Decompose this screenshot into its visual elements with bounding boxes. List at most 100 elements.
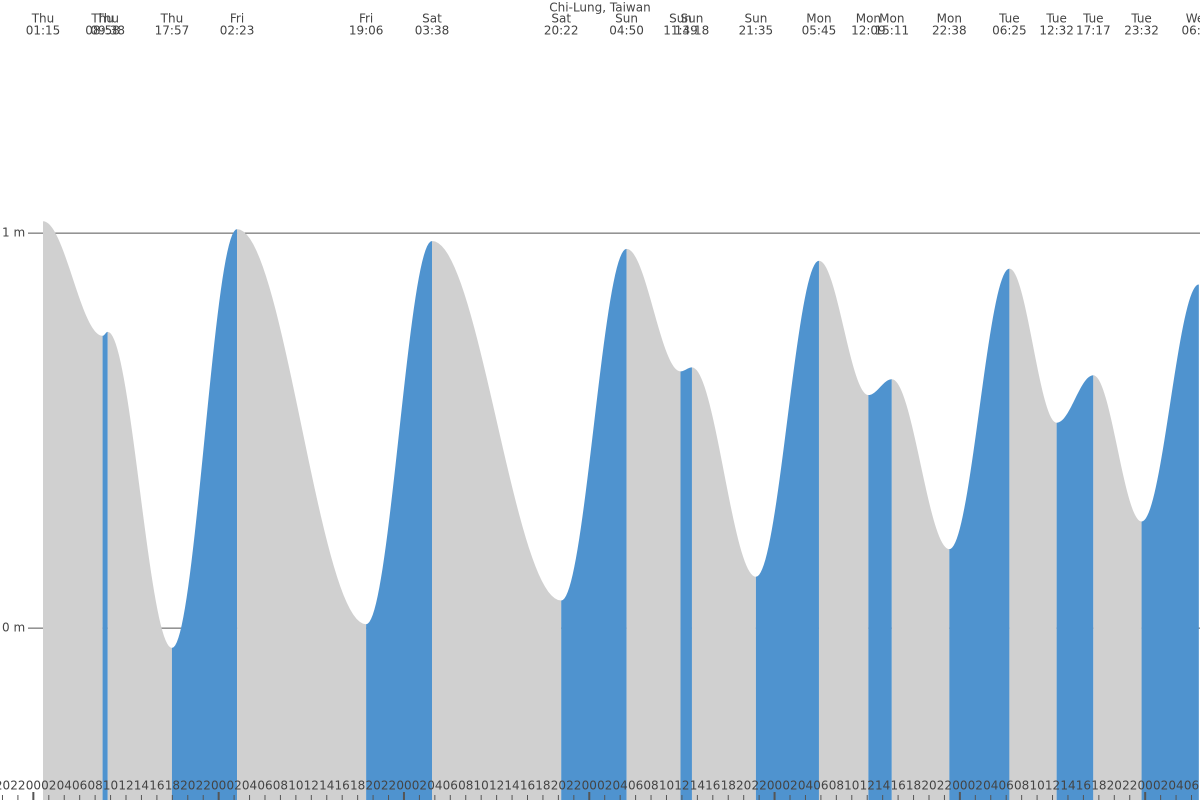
x-tick-label: 16 (149, 779, 164, 793)
x-tick-label: 14 (319, 779, 334, 793)
x-tick-label: 10 (474, 779, 489, 793)
x-tick-label: 00 (582, 779, 597, 793)
x-tick-label: 10 (103, 779, 118, 793)
extreme-day: Mon (879, 12, 904, 26)
x-tick-label: 12 (860, 779, 875, 793)
x-tick-label: 22 (196, 779, 211, 793)
x-tick-label: 06 (257, 779, 272, 793)
x-tick-label: 00 (952, 779, 967, 793)
extreme-day: Wed (1186, 12, 1200, 26)
x-tick-label: 18 (165, 779, 180, 793)
x-tick-label: 14 (504, 779, 519, 793)
x-tick-label: 18 (721, 779, 736, 793)
extreme-day: Mon (856, 12, 881, 26)
extreme-day: Sun (681, 12, 704, 26)
x-tick-label: 00 (767, 779, 782, 793)
x-tick-label: 06 (72, 779, 87, 793)
x-tick-label: 20 (921, 779, 936, 793)
x-tick-label: 14 (875, 779, 890, 793)
x-tick-label: 06 (813, 779, 828, 793)
rising-tide (680, 367, 692, 800)
x-tick-label: 02 (1153, 779, 1168, 793)
rising-tide (561, 248, 627, 800)
falling-tide (432, 240, 562, 800)
rising-tide (1056, 375, 1094, 800)
extreme-day: Sat (422, 12, 442, 26)
extreme-day: Tue (1045, 12, 1067, 26)
rising-tide (1141, 284, 1199, 800)
x-tick-label: 14 (690, 779, 705, 793)
x-tick-label: 22 (751, 779, 766, 793)
x-tick-label: 00 (1138, 779, 1153, 793)
x-tick-label: 04 (57, 779, 72, 793)
extreme-time: 22:38 (932, 24, 967, 38)
rising-tide (949, 268, 1010, 800)
x-tick-label: 22 (381, 779, 396, 793)
x-tick-label: 02 (597, 779, 612, 793)
falling-tide (1009, 268, 1057, 800)
extreme-day: Sun (615, 12, 638, 26)
falling-tide (626, 248, 681, 800)
x-tick-label: 00 (396, 779, 411, 793)
x-tick-label: 18 (350, 779, 365, 793)
x-tick-label: 12 (489, 779, 504, 793)
x-tick-label: 00 (211, 779, 226, 793)
x-tick-label: 16 (890, 779, 905, 793)
x-tick-label: 06 (1184, 779, 1199, 793)
x-tick-label: 22 (1122, 779, 1137, 793)
extreme-time: 20:22 (544, 24, 579, 38)
falling-tide (891, 379, 950, 800)
extreme-time: 17:17 (1076, 24, 1111, 38)
x-tick-label: 08 (273, 779, 288, 793)
extreme-day: Tue (1130, 12, 1152, 26)
extreme-day: Mon (806, 12, 831, 26)
extreme-day: Sun (669, 12, 692, 26)
extreme-day: Tue (998, 12, 1020, 26)
x-tick-label: 20 (365, 779, 380, 793)
x-tick-label: 06 (628, 779, 643, 793)
x-tick-label: 04 (983, 779, 998, 793)
x-tick-label: 12 (1045, 779, 1060, 793)
x-tick-label: 06 (443, 779, 458, 793)
extreme-day: Fri (230, 12, 244, 26)
x-tick-label: 02 (968, 779, 983, 793)
x-tick-label: 04 (1168, 779, 1183, 793)
extreme-time: 04:50 (609, 24, 644, 38)
extreme-time: 12:32 (1039, 24, 1074, 38)
extreme-day: Thu (90, 12, 114, 26)
x-tick-label: 10 (288, 779, 303, 793)
x-tick-label: 16 (705, 779, 720, 793)
x-tick-label: 02 (782, 779, 797, 793)
extreme-time: 06:25 (992, 24, 1027, 38)
extreme-time: 06:57 (1182, 24, 1200, 38)
x-tick-label: 18 (906, 779, 921, 793)
falling-tide (237, 229, 367, 800)
extreme-time: 21:35 (739, 24, 774, 38)
extreme-day: Thu (95, 12, 119, 26)
x-tick-label: 06 (999, 779, 1014, 793)
x-tick-label: 12 (304, 779, 319, 793)
extreme-time: 13:18 (675, 24, 710, 38)
extreme-time: 02:23 (220, 24, 255, 38)
x-tick-label: 02 (41, 779, 56, 793)
extreme-time: 01:15 (26, 24, 61, 38)
extreme-time: 23:32 (1124, 24, 1159, 38)
x-tick-label: 18 (535, 779, 550, 793)
falling-tide (43, 221, 103, 800)
x-tick-label: 20 (736, 779, 751, 793)
x-tick-label: 14 (134, 779, 149, 793)
x-tick-label: 02 (412, 779, 427, 793)
extreme-day: Tue (1082, 12, 1104, 26)
x-tick-label: 20 (1107, 779, 1122, 793)
extreme-time: 08:58 (85, 24, 120, 38)
extreme-time: 19:06 (349, 24, 384, 38)
extreme-time: 09:38 (90, 24, 125, 38)
x-tick-label: 18 (1091, 779, 1106, 793)
x-tick-label: 20 (180, 779, 195, 793)
x-tick-label: 12 (118, 779, 133, 793)
extreme-day: Sun (744, 12, 767, 26)
x-tick-label: 16 (335, 779, 350, 793)
x-tick-label: 16 (1076, 779, 1091, 793)
x-tick-label: 20 (0, 779, 10, 793)
